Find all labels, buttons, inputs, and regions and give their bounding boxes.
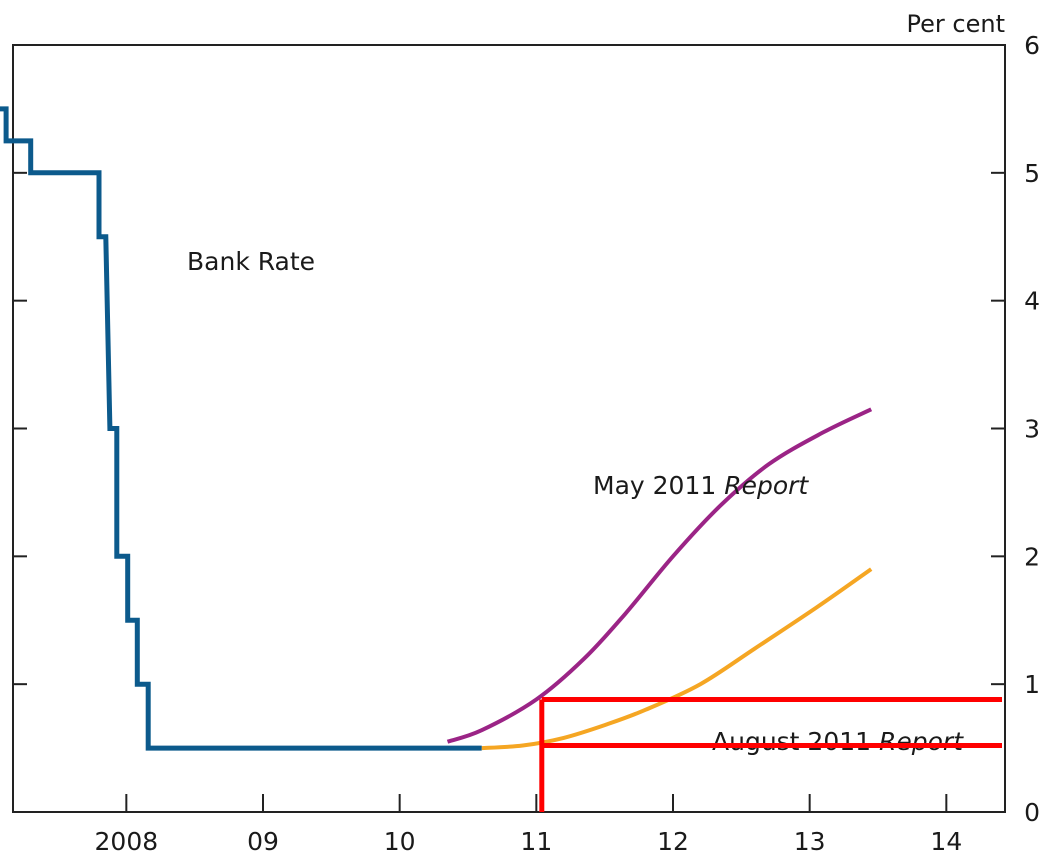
x-tick-label-13: 13: [794, 827, 826, 856]
series-label-august-2011: August 2011 Report: [712, 727, 964, 756]
y-tick-label-6: 6: [1024, 31, 1040, 60]
x-axis-tick-labels: 2008 09 10 11 12 13 14: [95, 827, 963, 856]
y-axis-right-ticks: [991, 171, 1005, 686]
y-tick-label-2: 2: [1024, 542, 1040, 571]
x-tick-label-09: 09: [247, 827, 279, 856]
y-tick-label-5: 5: [1024, 159, 1040, 188]
plot-frame: [12, 44, 1006, 813]
series-label-may-2011-italic: Report: [724, 471, 809, 500]
x-tick-label-11: 11: [520, 827, 552, 856]
series-label-may-2011: May 2011 Report: [593, 471, 809, 500]
red-annotation-lines: [539, 697, 1002, 812]
x-tick-label-12: 12: [657, 827, 689, 856]
series-line-bank-rate: [0, 106, 482, 751]
y-axis-tick-labels: 0 1 2 3 4 5 6: [1024, 31, 1040, 827]
series-label-august-2011-italic: Report: [879, 727, 964, 756]
series-label-august-2011-regular: August 2011: [712, 727, 879, 756]
y-unit-label: Per cent: [907, 10, 1005, 38]
series-lines: [0, 106, 873, 751]
y-axis-left-ticks: [13, 171, 27, 686]
series-label-bank-rate: Bank Rate: [187, 247, 315, 276]
x-tick-label-14: 14: [930, 827, 962, 856]
series-line-may-2011: [446, 407, 873, 744]
y-tick-label-0: 0: [1024, 798, 1040, 827]
x-axis-ticks: [125, 794, 948, 812]
series-line-august-2011: [481, 567, 873, 751]
y-tick-label-1: 1: [1024, 670, 1040, 699]
y-tick-label-3: 3: [1024, 415, 1040, 444]
x-tick-label-10: 10: [384, 827, 416, 856]
x-tick-label-2008: 2008: [95, 827, 159, 856]
y-tick-label-4: 4: [1024, 287, 1040, 316]
series-label-may-2011-regular: May 2011: [593, 471, 724, 500]
